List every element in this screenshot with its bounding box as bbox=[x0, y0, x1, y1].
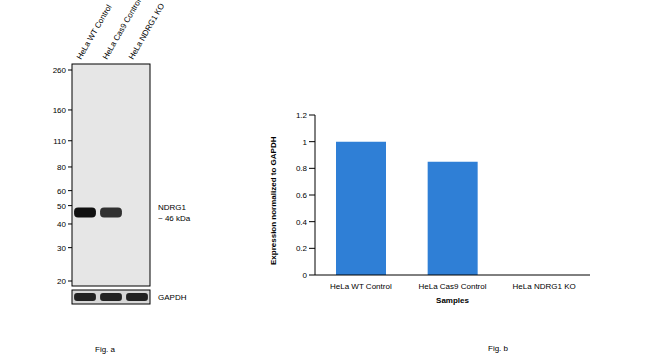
svg-text:HeLa WT Control: HeLa WT Control bbox=[330, 282, 392, 291]
svg-text:0: 0 bbox=[303, 271, 308, 280]
svg-text:HeLa WT Control: HeLa WT Control bbox=[74, 3, 114, 61]
svg-text:1: 1 bbox=[303, 138, 308, 147]
html-text:Fig. b: Fig. b bbox=[488, 344, 508, 353]
svg-text:NDRG1: NDRG1 bbox=[158, 203, 187, 212]
svg-text:40: 40 bbox=[57, 220, 66, 229]
svg-text:160: 160 bbox=[53, 106, 67, 115]
svg-text:~ 46 kDa: ~ 46 kDa bbox=[158, 214, 191, 223]
svg-text:30: 30 bbox=[57, 244, 66, 253]
svg-text:0.8: 0.8 bbox=[296, 164, 308, 173]
svg-text:HeLa NDRG1 KO: HeLa NDRG1 KO bbox=[513, 282, 576, 291]
svg-text:0.4: 0.4 bbox=[296, 218, 308, 227]
svg-text:Expression normalized to GAPDH: Expression normalized to GAPDH bbox=[269, 136, 278, 265]
svg-text:110: 110 bbox=[53, 137, 66, 146]
svg-text:80: 80 bbox=[57, 163, 66, 172]
svg-text:GAPDH: GAPDH bbox=[158, 293, 187, 302]
svg-text:1.2: 1.2 bbox=[296, 111, 308, 120]
svg-text:HeLa NDRG1 KO: HeLa NDRG1 KO bbox=[127, 2, 166, 61]
svg-text:0.2: 0.2 bbox=[296, 244, 308, 253]
svg-text:60: 60 bbox=[57, 187, 66, 196]
svg-text:Fig. a: Fig. a bbox=[95, 345, 116, 354]
svg-text:260: 260 bbox=[53, 66, 67, 75]
svg-text:20: 20 bbox=[57, 277, 66, 286]
svg-text:Samples: Samples bbox=[436, 296, 469, 305]
svg-text:0.6: 0.6 bbox=[296, 191, 308, 200]
svg-text:HeLa Cas9 Control: HeLa Cas9 Control bbox=[418, 282, 486, 291]
svg-text:50: 50 bbox=[57, 202, 66, 211]
